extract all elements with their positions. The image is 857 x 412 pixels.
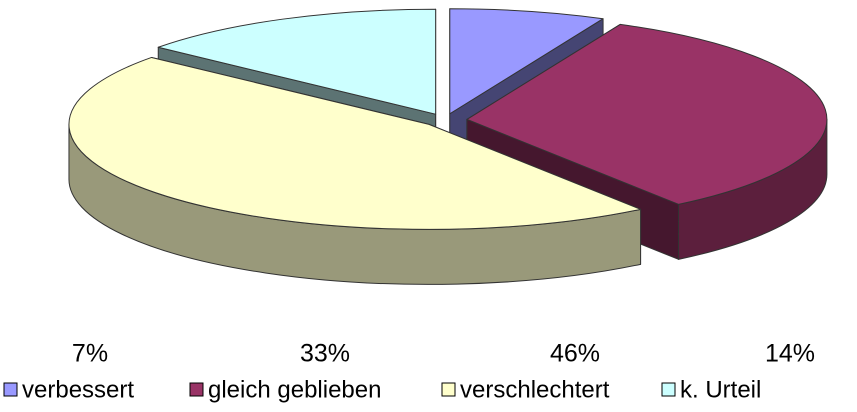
slice-top (68, 56, 642, 230)
data-label: 46% (550, 340, 600, 368)
legend-label: verbessert (22, 376, 134, 403)
legend-swatch (189, 382, 204, 397)
slice-top (449, 8, 604, 115)
legend-swatch (441, 382, 456, 397)
data-label: 33% (300, 340, 350, 368)
slice-top (466, 23, 828, 205)
legend-label: k. Urteil (680, 376, 761, 403)
legend-label: verschlechtert (460, 376, 610, 403)
slice-top (157, 8, 437, 115)
legend-swatch (3, 382, 18, 397)
data-label: 7% (72, 340, 108, 368)
data-label: 14% (765, 340, 815, 368)
pie-slice (68, 56, 642, 285)
legend-swatch (661, 382, 676, 397)
legend-label: gleich geblieben (208, 376, 381, 403)
